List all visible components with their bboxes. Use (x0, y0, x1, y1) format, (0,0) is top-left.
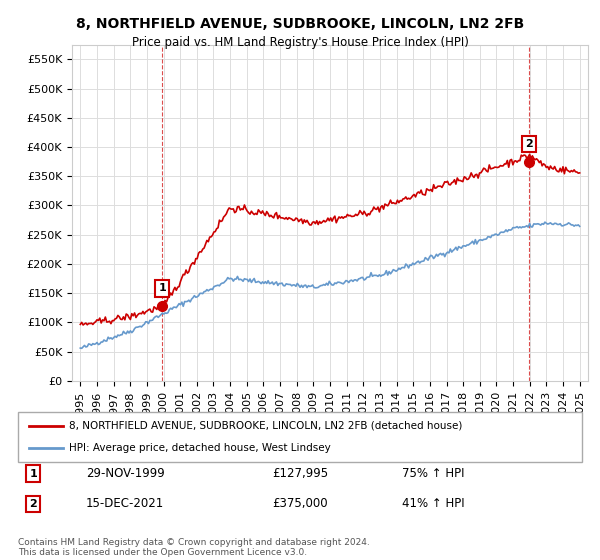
Text: 75% ↑ HPI: 75% ↑ HPI (401, 467, 464, 480)
Text: £375,000: £375,000 (272, 497, 328, 510)
FancyBboxPatch shape (18, 412, 582, 462)
Text: 41% ↑ HPI: 41% ↑ HPI (401, 497, 464, 510)
Text: £127,995: £127,995 (272, 467, 328, 480)
Text: 1: 1 (158, 283, 166, 293)
Text: Price paid vs. HM Land Registry's House Price Index (HPI): Price paid vs. HM Land Registry's House … (131, 36, 469, 49)
Text: 2: 2 (525, 139, 533, 149)
Text: 2: 2 (29, 499, 37, 509)
Text: 8, NORTHFIELD AVENUE, SUDBROOKE, LINCOLN, LN2 2FB (detached house): 8, NORTHFIELD AVENUE, SUDBROOKE, LINCOLN… (69, 421, 462, 431)
Text: 1: 1 (29, 469, 37, 479)
Text: HPI: Average price, detached house, West Lindsey: HPI: Average price, detached house, West… (69, 443, 331, 453)
Text: 8, NORTHFIELD AVENUE, SUDBROOKE, LINCOLN, LN2 2FB: 8, NORTHFIELD AVENUE, SUDBROOKE, LINCOLN… (76, 17, 524, 31)
Text: 29-NOV-1999: 29-NOV-1999 (86, 467, 164, 480)
Text: 15-DEC-2021: 15-DEC-2021 (86, 497, 164, 510)
Text: Contains HM Land Registry data © Crown copyright and database right 2024.
This d: Contains HM Land Registry data © Crown c… (18, 538, 370, 557)
